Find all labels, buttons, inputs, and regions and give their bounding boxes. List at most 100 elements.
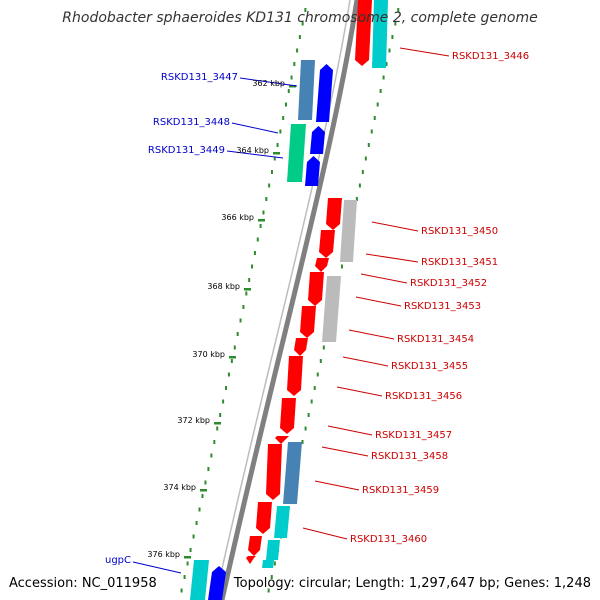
- kbp-label: 362 kbp: [252, 79, 285, 88]
- kbp-tick: [214, 422, 221, 425]
- tick-mark: [304, 8, 307, 12]
- tick-mark: [183, 575, 186, 579]
- gene-arrow: [300, 306, 316, 338]
- gene-box: [298, 60, 315, 120]
- label-connector: [226, 150, 284, 159]
- tick-mark: [233, 345, 236, 350]
- tick-mark: [227, 372, 230, 377]
- reverse-gene-label: RSKD131_3456: [385, 391, 462, 402]
- tick-mark: [287, 89, 290, 93]
- tick-mark: [268, 183, 271, 188]
- tick-mark: [340, 264, 343, 269]
- tick-mark: [307, 413, 310, 417]
- label-connector: [360, 273, 408, 284]
- tick-mark: [388, 48, 391, 53]
- gene-features: [190, 0, 388, 600]
- genome-summary-text: Topology: circular; Length: 1,297,647 bp…: [233, 576, 591, 591]
- tick-mark: [270, 170, 273, 174]
- tick-mark: [180, 588, 183, 593]
- reverse-gene-label: RSKD131_3451: [421, 257, 498, 268]
- tick-mark: [391, 35, 394, 39]
- tick-mark: [364, 156, 367, 161]
- tick-mark: [198, 507, 201, 512]
- tick-mark: [322, 345, 325, 350]
- tick-mark: [397, 8, 400, 12]
- label-connector: [371, 221, 419, 232]
- tick-mark: [290, 75, 293, 80]
- tick-mark: [394, 21, 397, 26]
- tick-mark: [192, 534, 195, 539]
- tick-mark: [230, 359, 233, 363]
- gene-box: [340, 200, 357, 262]
- kbp-label: 372 kbp: [177, 416, 210, 425]
- kbp-label: 366 kbp: [221, 213, 254, 222]
- reverse-gene-label: RSKD131_3446: [452, 51, 529, 62]
- gene-box: [283, 442, 302, 504]
- gene-arrow: [294, 338, 308, 356]
- tick-mark: [222, 399, 225, 404]
- tick-mark: [385, 62, 388, 66]
- tick-mark: [355, 197, 358, 201]
- reverse-gene-label: RSKD131_3452: [410, 278, 487, 289]
- tick-mark: [204, 480, 207, 485]
- tick-mark: [225, 386, 228, 390]
- forward-gene-label: RSKD131_3447: [161, 72, 238, 83]
- tick-mark: [270, 575, 273, 579]
- kbp-label: 376 kbp: [147, 550, 180, 559]
- gene-box: [287, 124, 306, 182]
- label-connector: [348, 329, 395, 340]
- reverse-gene-label: RSKD131_3454: [397, 334, 474, 345]
- gene-arrow: [248, 536, 262, 556]
- accession-text: Accession: NC_011958: [9, 576, 157, 591]
- tick-mark: [236, 332, 239, 336]
- tick-mark: [189, 548, 192, 552]
- gene-arrow: [326, 198, 342, 230]
- tick-mark: [373, 116, 376, 120]
- reverse-gene-label: RSKD131_3455: [391, 361, 468, 372]
- kbp-tick: [200, 489, 207, 492]
- forward-gene-label: ugpC: [105, 555, 131, 566]
- tick-mark: [213, 440, 216, 444]
- gene-arrow: [275, 436, 289, 444]
- label-connector: [314, 480, 360, 491]
- tick-mark: [361, 170, 364, 174]
- label-connector: [321, 446, 369, 457]
- tick-mark: [298, 35, 301, 39]
- tick-mark: [267, 588, 270, 593]
- tick-mark: [210, 453, 213, 458]
- gene-box: [266, 540, 280, 560]
- gene-box: [274, 506, 290, 538]
- kbp-tick: [184, 556, 191, 559]
- tick-mark: [376, 102, 379, 107]
- tick-mark: [248, 278, 251, 282]
- gene-arrow: [308, 272, 324, 306]
- gene-box: [372, 0, 388, 68]
- tick-mark: [251, 264, 254, 269]
- gene-arrow: [208, 566, 226, 600]
- gene-arrow: [246, 556, 256, 564]
- tick-mark: [301, 440, 304, 444]
- kbp-label: 370 kbp: [192, 350, 225, 359]
- backbone-inner: [214, 0, 351, 600]
- gene-labels: RSKD131_3447 RSKD131_3448 RSKD131_3449 ugpC…: [105, 51, 529, 566]
- kbp-tick: [229, 356, 236, 359]
- tick-mark: [216, 426, 219, 431]
- label-connector: [132, 561, 182, 574]
- kbp-tick: [289, 85, 296, 88]
- label-connector: [302, 527, 348, 540]
- label-connector: [336, 386, 383, 397]
- tick-mark: [310, 399, 313, 404]
- reverse-gene-label: RSKD131_3459: [362, 485, 439, 496]
- label-connector: [327, 425, 373, 436]
- label-connector: [399, 47, 450, 57]
- tick-mark: [370, 129, 373, 134]
- tick-mark: [245, 291, 248, 296]
- kbp-tick: [258, 219, 265, 222]
- tick-mark: [379, 89, 382, 93]
- backbone-outer: [219, 0, 360, 600]
- tick-mark: [279, 129, 282, 134]
- reverse-gene-label: RSKD131_3453: [404, 301, 481, 312]
- tick-mark: [358, 183, 361, 188]
- gene-box: [322, 276, 341, 342]
- tick-mark: [201, 494, 204, 498]
